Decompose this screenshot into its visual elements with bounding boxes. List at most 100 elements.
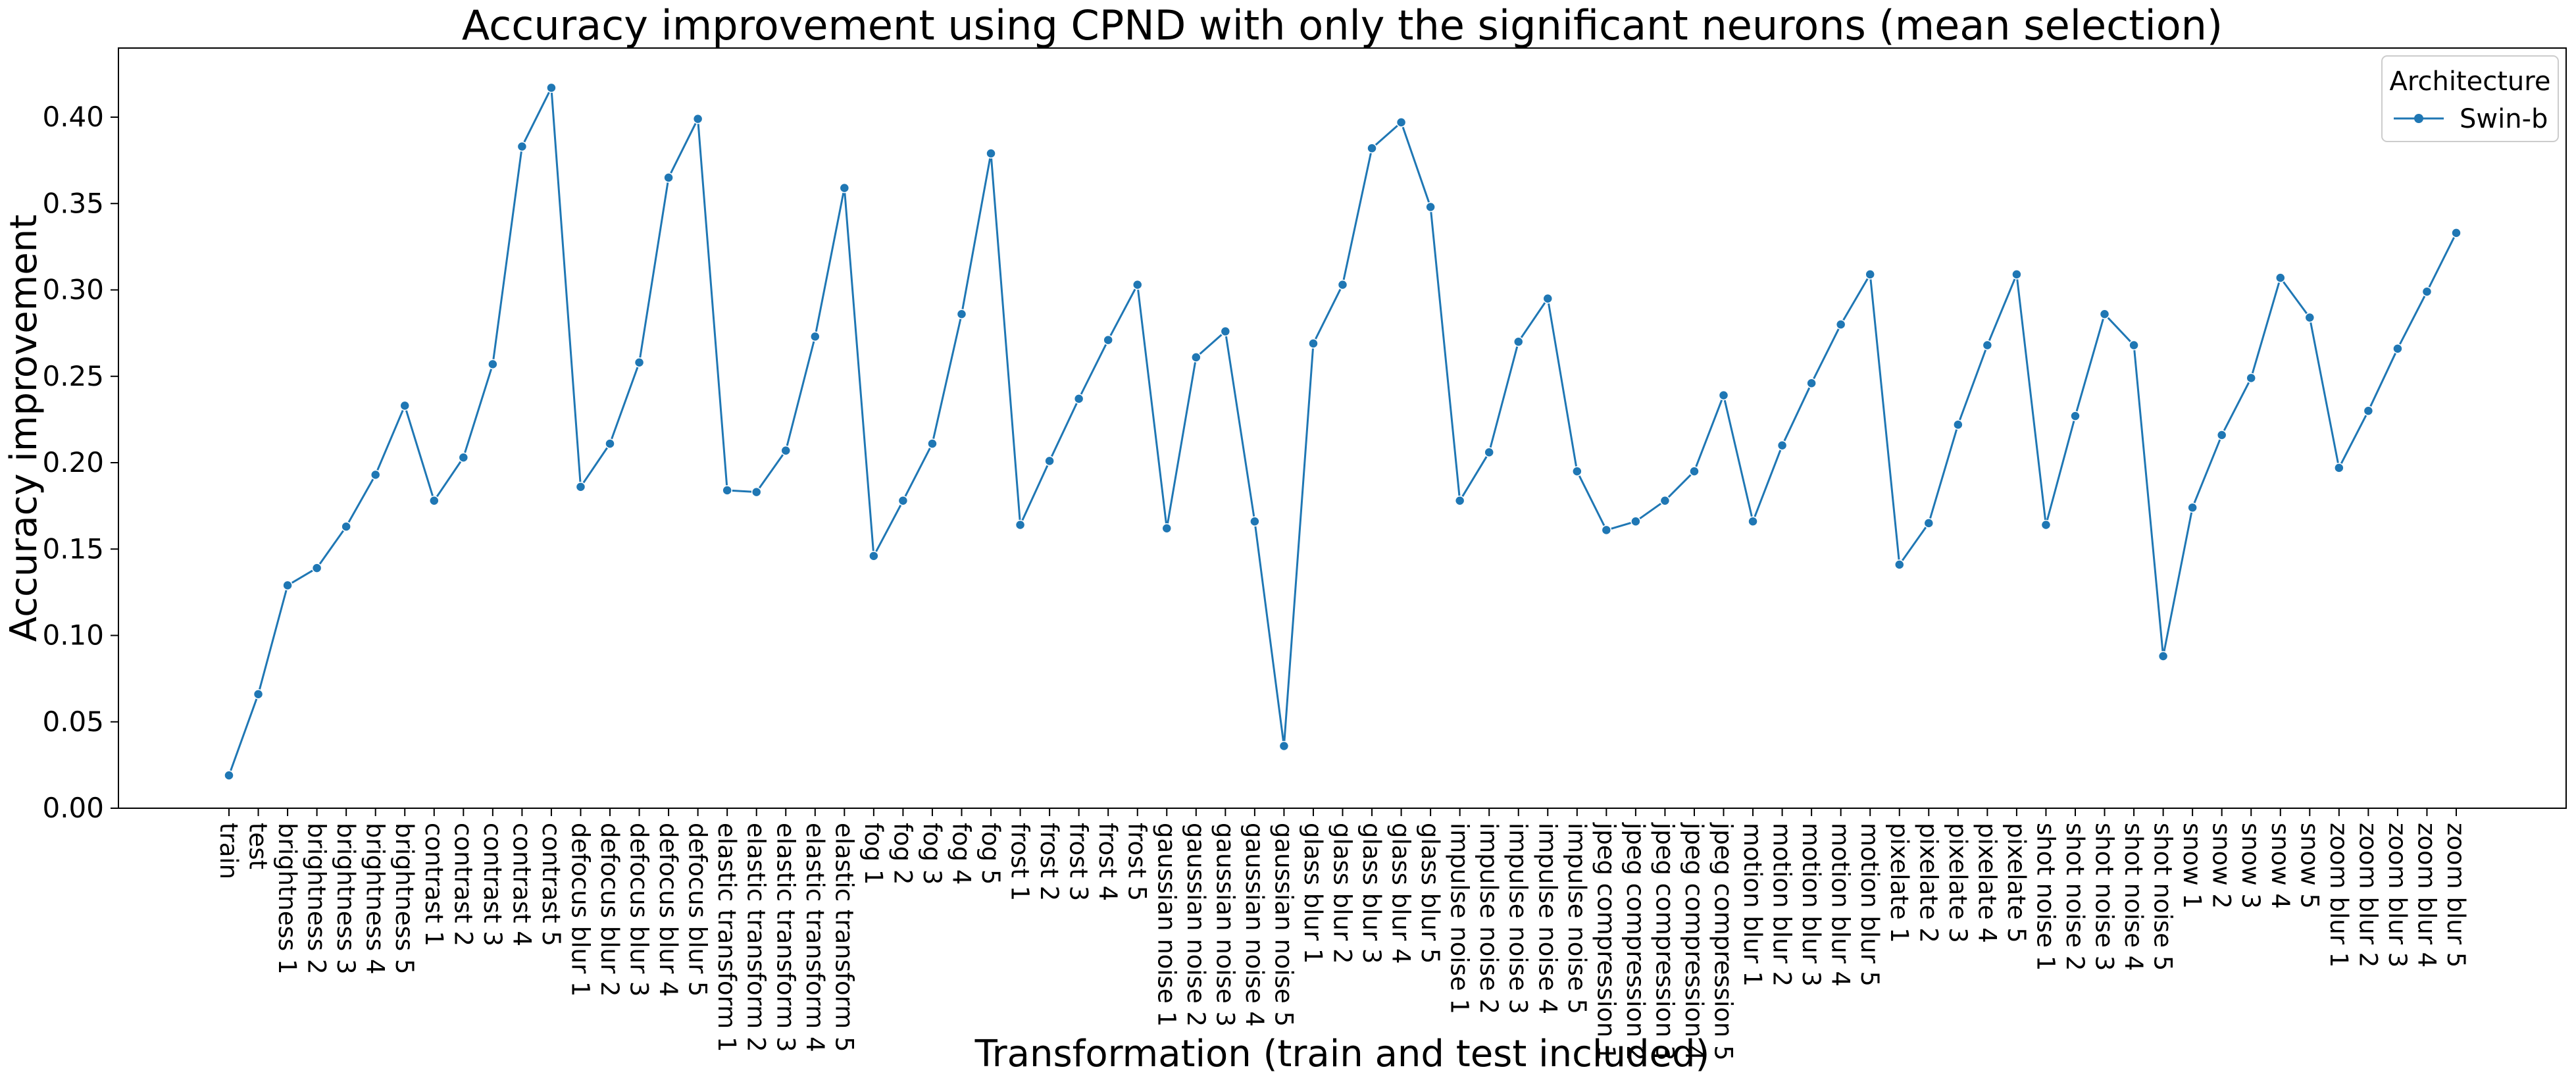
data-point [311,563,322,573]
x-tick-label: glass blur 3 [1357,823,1386,964]
data-point [399,400,410,411]
data-point [897,496,909,506]
data-point [1161,523,1173,534]
x-tick-label: elastic transform 1 [713,823,741,1052]
x-tick-label: contrast 3 [478,823,507,946]
data-point [1513,336,1524,347]
x-tick-label: zoom blur 3 [2383,823,2412,967]
data-point [2451,228,2462,238]
x-tick-label: motion blur 3 [1797,823,1825,987]
x-tick-label: glass blur 4 [1387,823,1415,964]
x-tick-label: zoom blur 2 [2354,823,2382,967]
x-tick-label: jpeg compression 5 [1709,822,1738,1061]
data-point [1601,525,1612,536]
legend: Architecture Swin-b [2381,55,2559,142]
x-tick-label: gaussian noise 4 [1240,823,1269,1027]
data-point [546,82,557,93]
data-point [1015,519,1026,530]
x-tick-label: fog 1 [859,823,888,885]
y-tick-label: 0.05 [42,706,104,738]
x-tick-label: pixelate 5 [2002,823,2031,943]
data-point [2421,286,2433,297]
y-axis-label: Accuracy improvement [3,215,45,642]
x-tick-label: motion blur 5 [1856,823,1884,987]
data-point [429,496,440,506]
x-tick-label: elastic transform 4 [801,823,829,1052]
data-point [2275,272,2286,283]
x-tick-label: contrast 1 [420,823,448,946]
x-tick-label: shot noise 1 [2031,823,2059,971]
x-tick-label: elastic transform 2 [742,823,770,1052]
data-point [1982,340,1993,351]
x-tick-label: shot noise 5 [2149,823,2177,971]
x-tick-label: frost 1 [1006,823,1034,901]
y-tick-label: 0.30 [42,274,104,306]
data-point [2070,411,2081,421]
data-point [2392,344,2403,354]
plot-area [118,47,2567,809]
x-tick-label: frost 2 [1035,823,1063,901]
x-tick-label: fog 2 [888,823,917,885]
data-point [1572,466,1582,477]
data-point [1923,518,1934,528]
x-tick-label: defocus blur 2 [595,823,624,996]
data-point [1337,279,1348,290]
x-tick-label: brightness 5 [390,823,418,975]
x-tick-label: zoom blur 5 [2442,823,2470,967]
data-point [1308,338,1319,349]
x-tick-label: elastic transform 3 [771,823,799,1052]
data-point [2363,405,2374,416]
x-tick-label: impulse noise 4 [1533,823,1561,1014]
data-point [488,359,498,370]
x-tick-label: fog 4 [947,823,975,885]
y-tick-label: 0.20 [42,446,104,478]
data-point [1278,740,1290,752]
data-point [2304,312,2315,323]
x-tick-label: gaussian noise 1 [1152,823,1180,1027]
data-point [2216,430,2227,440]
data-point [1659,496,1671,506]
data-point [751,486,762,498]
x-tick-label: contrast 5 [537,823,565,946]
data-point [927,438,938,449]
chart-title: Accuracy improvement using CPND with onl… [462,1,2223,49]
x-axis-ticks: train test brightness 1 brightness 2 brightn… [215,808,2470,1061]
x-tick-label: impulse noise 3 [1504,823,1532,1014]
data-point [1367,143,1377,153]
data-point [1748,516,1758,527]
data-point [1777,440,1788,451]
x-tick-label: brightness 2 [303,823,331,975]
y-tick-label: 0.35 [42,187,104,219]
data-point [2011,269,2022,280]
data-point [1103,334,1113,346]
data-point [956,309,967,319]
data-point [2158,651,2169,661]
data-point [1689,466,1700,477]
data-point [810,331,821,342]
x-axis-label: Transformation (train and test included) [974,1033,1710,1075]
data-point [1894,559,1905,570]
x-tick-label: motion blur 4 [1827,823,1855,987]
x-tick-label: brightness 1 [273,823,301,975]
data-point [1425,201,1436,213]
x-tick-label: frost 5 [1123,823,1151,901]
x-tick-label: shot noise 4 [2119,823,2148,971]
x-tick-label: impulse noise 2 [1475,823,1503,1014]
data-point [780,445,791,456]
x-tick-label: defocus blur 5 [684,823,712,996]
x-tick-label: jpeg compression 2 [1621,822,1650,1061]
x-tick-label: motion blur 1 [1738,823,1767,987]
x-tick-label: defocus blur 4 [654,823,682,996]
y-tick-label: 0.00 [42,792,104,824]
data-point [1484,447,1494,457]
data-point [605,438,615,449]
data-point [224,770,234,781]
x-tick-label: brightness 4 [361,823,390,975]
data-point [1044,455,1055,467]
x-tick-label: glass blur 5 [1416,823,1444,964]
data-point [341,521,351,532]
data-point [692,113,703,124]
y-tick-label: 0.25 [42,360,104,392]
x-tick-label: pixelate 4 [1973,823,2001,943]
series-layer [224,82,2462,781]
